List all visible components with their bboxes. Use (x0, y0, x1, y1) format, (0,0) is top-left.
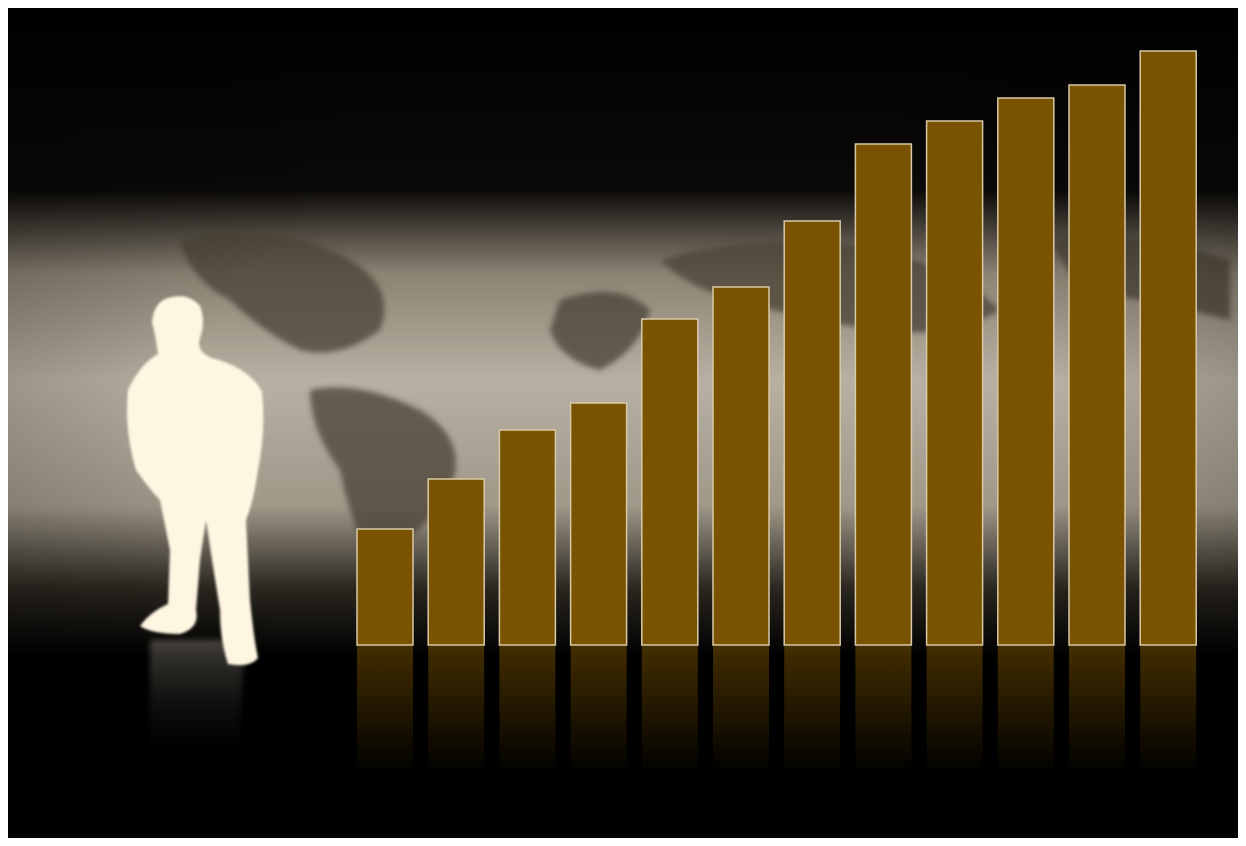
bar-reflection (997, 645, 1054, 775)
bar-reflection (926, 645, 983, 775)
bar (641, 318, 699, 646)
person-silhouette (127, 296, 264, 666)
bar (997, 97, 1055, 646)
bar (1068, 84, 1126, 646)
bar-reflection (1069, 645, 1125, 775)
person-reflection (150, 640, 245, 770)
bar-reflection (499, 645, 556, 775)
bar-reflection (570, 645, 627, 775)
bar (925, 120, 984, 646)
bar (783, 220, 841, 646)
bar (569, 402, 628, 646)
bar-reflection (641, 645, 698, 775)
bar (1139, 50, 1197, 646)
bar-reflection (713, 645, 769, 775)
bar-reflection (428, 645, 485, 775)
bar (498, 429, 557, 646)
bar-reflection (1140, 645, 1197, 775)
bar-reflection (855, 645, 912, 775)
bar (854, 143, 913, 646)
bar-reflection (357, 645, 413, 775)
bar-reflection (784, 645, 841, 775)
bar (712, 286, 770, 646)
bar (427, 478, 485, 646)
bar (356, 528, 414, 646)
